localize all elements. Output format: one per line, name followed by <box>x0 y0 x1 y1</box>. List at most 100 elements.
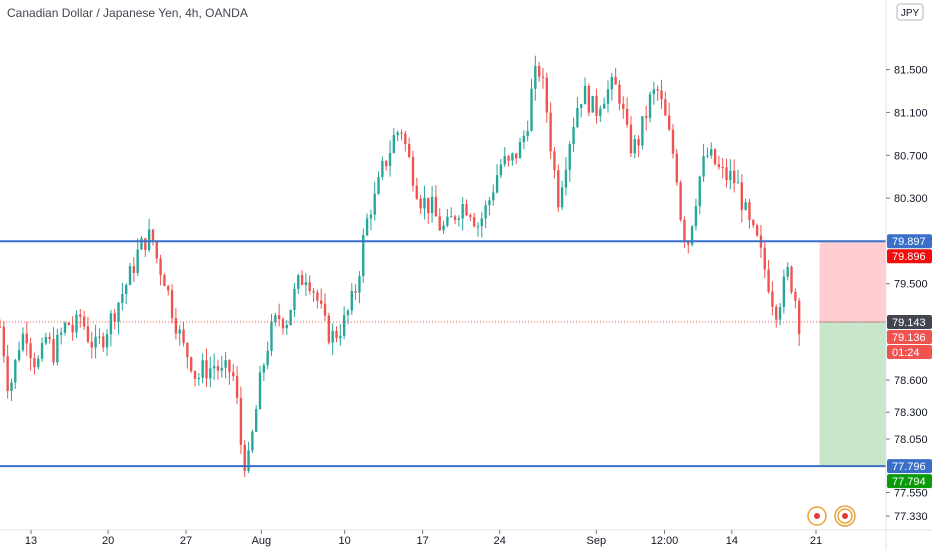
candle-body <box>476 226 480 228</box>
candle-body <box>147 229 151 251</box>
candle-body <box>400 132 403 134</box>
candle-body <box>235 376 239 398</box>
candle-body <box>132 266 136 273</box>
candle-body <box>262 365 266 373</box>
candle-body <box>717 164 721 168</box>
time-tick-label: 17 <box>416 535 428 547</box>
price-tick-label: 80.300 <box>894 193 928 205</box>
candle-body <box>59 332 63 335</box>
event-marker-ring-inner <box>837 508 853 524</box>
candle-body <box>358 276 361 293</box>
time-tick-label: 14 <box>726 535 738 547</box>
price-axis-label: 79.896 <box>887 249 932 263</box>
candle-body <box>664 99 667 116</box>
candle-body <box>281 319 285 329</box>
candle-body <box>690 226 694 245</box>
candle-body <box>782 276 786 308</box>
price-axis-label: 77.796 <box>887 459 932 474</box>
candle-body <box>369 214 373 219</box>
price-axis-label: 77.794 <box>887 474 932 489</box>
price-label-text: 79.143 <box>892 317 926 329</box>
candle-body <box>44 336 48 344</box>
candle-body <box>740 182 744 210</box>
candle-body <box>151 229 155 242</box>
candle-body <box>33 358 36 368</box>
chart-title: Canadian Dollar / Japanese Yen, 4h, OAND… <box>7 6 248 20</box>
candle-body <box>729 170 732 181</box>
candle-body <box>159 258 162 276</box>
candle-body <box>744 202 747 210</box>
time-tick-label: 13 <box>25 535 37 547</box>
candle-body <box>388 152 392 167</box>
candle-body <box>660 90 663 100</box>
currency-selector[interactable]: JPY <box>896 3 924 21</box>
event-marker-2[interactable] <box>834 505 856 527</box>
candle-body <box>304 282 308 285</box>
candle-body <box>67 322 71 325</box>
candle-body <box>465 204 468 216</box>
candle-body <box>144 238 147 251</box>
candle-body <box>98 336 101 338</box>
candle-body <box>683 219 686 242</box>
candle-body <box>335 330 338 339</box>
candle-body <box>109 313 113 335</box>
candle-body <box>515 153 518 159</box>
candle-body <box>320 300 323 304</box>
candle-body <box>323 303 327 316</box>
candle-body <box>124 284 128 294</box>
candle-body <box>392 135 396 153</box>
candle-body <box>90 341 93 348</box>
candle-body <box>102 336 105 348</box>
price-labels: 79.897 79.896 79.143 79.136 01:24 77.796 77.79… <box>887 234 932 489</box>
candle-body <box>545 77 548 113</box>
candle-body <box>472 217 476 227</box>
candle-body <box>228 360 231 373</box>
candle-body <box>377 177 380 194</box>
take-profit-zone[interactable] <box>819 321 886 467</box>
candle-body <box>652 89 656 95</box>
candle-body <box>450 216 453 218</box>
candle-body <box>518 141 522 159</box>
candle-body <box>427 197 430 214</box>
candle-body <box>10 382 13 391</box>
candle-body <box>128 266 132 285</box>
candle-body <box>767 269 770 292</box>
candle-body <box>633 139 636 154</box>
event-marker-dot <box>814 513 820 519</box>
candle-body <box>480 218 483 227</box>
candle-body <box>778 307 782 320</box>
candle-body <box>312 291 315 293</box>
stop-loss-zone[interactable] <box>819 241 886 322</box>
candle-body <box>255 409 258 432</box>
price-label-text: 77.794 <box>892 476 926 488</box>
candle-body <box>205 360 208 379</box>
event-marker-1[interactable] <box>807 506 827 526</box>
price-axis-label: 01:24 <box>887 344 932 359</box>
candle-body <box>725 167 728 181</box>
candle-body <box>136 249 139 273</box>
candle-body <box>6 356 9 391</box>
candle-body <box>438 216 441 231</box>
candle-body <box>775 306 778 320</box>
price-label-background <box>887 329 932 344</box>
candle-body <box>446 216 449 226</box>
candle-body <box>365 218 369 236</box>
price-axis-label: 79.136 <box>887 329 932 344</box>
candle-body <box>224 360 227 368</box>
candle-body <box>216 366 220 371</box>
candle-body <box>771 291 774 307</box>
candle-body <box>534 65 537 89</box>
candle-body <box>645 116 648 118</box>
candle-body <box>407 143 411 157</box>
candle-body <box>568 144 571 170</box>
candle-body <box>442 225 445 231</box>
candle-body <box>308 282 311 292</box>
price-label-background <box>887 249 932 264</box>
candle-body <box>752 220 755 226</box>
candle-body <box>763 247 766 270</box>
candle-body <box>342 315 346 336</box>
candle-body <box>553 151 556 171</box>
